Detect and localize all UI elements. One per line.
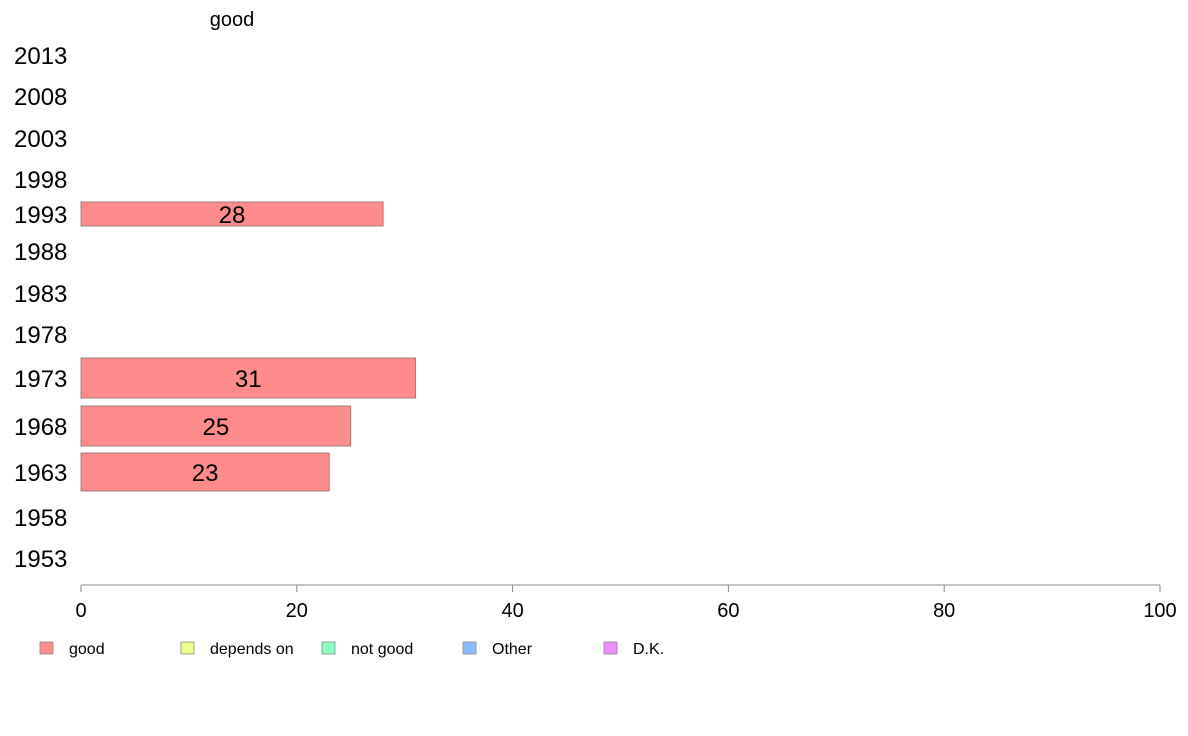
legend: good depends on not good Other D.K. [39,641,664,658]
bar [80,201,384,227]
bar [80,357,416,399]
legend-label: good [69,641,105,658]
bar [80,405,352,447]
bar-value-label: 31 [235,366,262,393]
y-tick-label: 2013 [14,43,67,70]
bar-value-label: 25 [203,414,230,441]
bar-value-label: 28 [219,202,246,229]
x-tick-label: 80 [933,600,955,622]
x-axis: 0 20 40 60 80 100 [75,584,1177,622]
y-tick-label: 2008 [14,84,67,111]
x-tick-label: 100 [1143,600,1176,622]
panel-title: good [210,9,255,31]
y-tick-label: 1988 [14,239,67,266]
y-axis-labels: 2013 2008 2003 1998 1993 1988 1983 1978 1973 1968… [14,43,67,573]
legend-swatch [603,641,618,655]
legend-swatch [39,641,54,655]
bar-value-label: 23 [192,460,219,487]
y-tick-label: 1983 [14,281,67,308]
legend-swatch [462,641,477,655]
legend-label: Other [492,641,533,658]
y-tick-label: 1958 [14,505,67,532]
legend-swatch [180,641,195,655]
y-tick-label: 1963 [14,460,67,487]
y-tick-label: 1953 [14,546,67,573]
legend-label: depends on [210,641,294,658]
bar [80,452,330,492]
y-tick-label: 2003 [14,126,67,153]
legend-label: not good [351,641,413,658]
y-tick-label: 1993 [14,202,67,229]
y-tick-label: 1968 [14,414,67,441]
x-tick-label: 60 [717,600,739,622]
x-tick-label: 40 [501,600,523,622]
y-tick-label: 1978 [14,322,67,349]
y-tick-label: 1973 [14,366,67,393]
x-tick-label: 0 [75,600,86,622]
x-tick-label: 20 [286,600,308,622]
y-tick-label: 1998 [14,167,67,194]
legend-swatch [321,641,336,655]
legend-label: D.K. [633,641,664,658]
